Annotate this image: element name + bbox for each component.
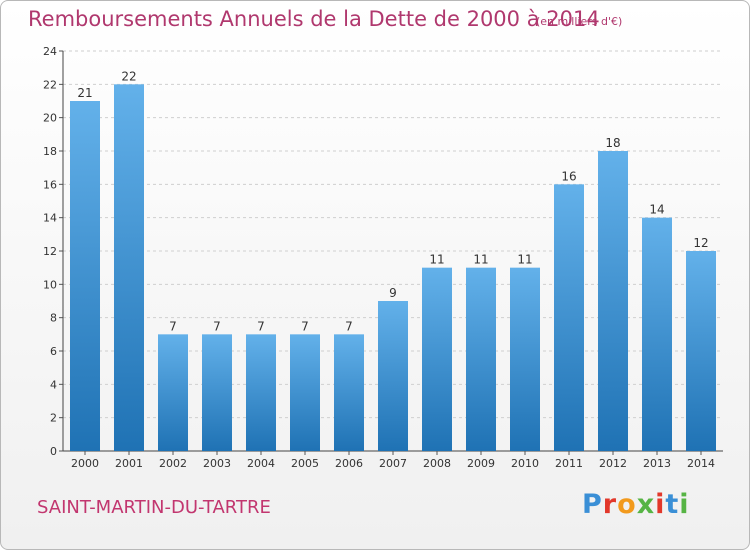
bar-2001 (114, 84, 144, 451)
y-tick-label: 12 (43, 245, 57, 258)
y-tick-label: 8 (50, 312, 57, 325)
bar-2005 (290, 334, 320, 451)
x-tick-label: 2004 (247, 457, 275, 470)
y-tick-label: 0 (50, 445, 57, 458)
x-tick-label: 2006 (335, 457, 363, 470)
x-tick-label: 2001 (115, 457, 143, 470)
data-label: 14 (649, 203, 664, 217)
bar-2011 (554, 184, 584, 452)
data-label: 11 (517, 253, 532, 267)
bar-2002 (158, 334, 188, 451)
bar-2004 (246, 334, 276, 451)
x-tick-label: 2002 (159, 457, 187, 470)
y-tick-label: 10 (43, 278, 57, 291)
bar-2009 (466, 267, 496, 451)
x-tick-label: 2011 (555, 457, 583, 470)
logo-letter: P (582, 489, 603, 520)
data-label: 7 (213, 319, 221, 333)
proxiti-logo: Proxiti (582, 489, 690, 520)
y-tick-label: 18 (43, 145, 57, 158)
data-label: 12 (693, 236, 708, 250)
logo-letter: t (665, 489, 680, 520)
logo-letter: x (636, 489, 656, 520)
data-label: 11 (429, 253, 444, 267)
y-tick-label: 2 (50, 412, 57, 425)
data-label: 7 (257, 319, 265, 333)
bar-2007 (378, 301, 408, 451)
y-tick-label: 4 (50, 378, 57, 391)
bar-2013 (642, 217, 672, 451)
data-label: 18 (605, 136, 620, 150)
x-tick-label: 2014 (687, 457, 715, 470)
data-label: 22 (121, 69, 136, 83)
bar-2000 (70, 101, 100, 451)
data-label: 21 (77, 86, 92, 100)
x-tick-label: 2005 (291, 457, 319, 470)
x-tick-label: 2012 (599, 457, 627, 470)
chart-title: Remboursements Annuels de la Dette de 20… (28, 7, 600, 31)
y-tick-label: 24 (43, 45, 57, 58)
x-tick-label: 2003 (203, 457, 231, 470)
data-label: 7 (301, 319, 309, 333)
data-label: 9 (389, 286, 397, 300)
data-label: 7 (345, 319, 353, 333)
y-tick-label: 6 (50, 345, 57, 358)
x-tick-label: 2010 (511, 457, 539, 470)
bar-2012 (598, 151, 628, 451)
labels: 21 2000 22 2001 7 2002 7 2003 7 2004 7 2005 7 2006 9 20… (71, 69, 715, 470)
x-tick-label: 2007 (379, 457, 407, 470)
y-tick-label: 22 (43, 78, 57, 91)
logo-letter: i (655, 489, 666, 520)
bar-2014 (686, 251, 716, 451)
data-label: 11 (473, 253, 488, 267)
place-name: SAINT-MARTIN-DU-TARTRE (37, 497, 271, 518)
data-label: 16 (561, 169, 576, 183)
bar-2003 (202, 334, 232, 451)
logo-letter: i (679, 489, 690, 520)
y-tick-label: 14 (43, 212, 57, 225)
logo-letter: r (602, 489, 618, 520)
logo-letter: o (617, 489, 637, 520)
bar-2010 (510, 267, 540, 451)
bar-2008 (422, 267, 452, 451)
y-tick-label: 16 (43, 178, 57, 191)
x-tick-label: 2008 (423, 457, 451, 470)
x-tick-label: 2009 (467, 457, 495, 470)
data-label: 7 (169, 319, 177, 333)
bar-2006 (334, 334, 364, 451)
x-tick-label: 2000 (71, 457, 99, 470)
chart-subtitle: (en milliers d'€) (536, 15, 623, 28)
bars (70, 84, 716, 452)
y-tick-label: 20 (43, 112, 57, 125)
x-tick-label: 2013 (643, 457, 671, 470)
